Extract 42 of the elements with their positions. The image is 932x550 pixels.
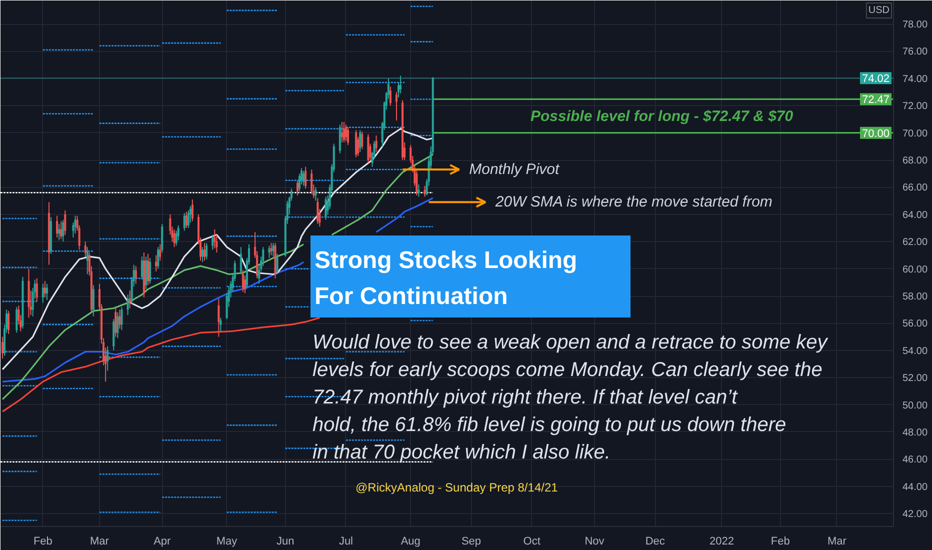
- y-tick-label: 66.00: [902, 182, 928, 194]
- y-tick-label: 52.00: [902, 373, 928, 384]
- y-tick-label: 46.00: [902, 454, 928, 466]
- y-tick-label: 68.00: [902, 156, 928, 167]
- y-tick-label: 58.00: [902, 292, 928, 302]
- ref-line-label: 74.02: [862, 73, 890, 86]
- data-label: 72.47: [862, 94, 890, 106]
- y-tick-label: 60.00: [902, 264, 928, 276]
- y-tick-label: 44.00: [902, 482, 928, 493]
- y-tick-label: 70.00: [902, 128, 928, 140]
- x-tick-label: Feb: [33, 536, 52, 548]
- y-axis-title: USD: [868, 5, 890, 16]
- x-tick-label: Mar: [827, 536, 847, 548]
- x-tick-label: Sep: [461, 536, 482, 548]
- y-tick-label: 50.00: [902, 400, 928, 412]
- annotation: Possible level for long - $72.47 & $70: [530, 108, 794, 125]
- annotation: 20W SMA is where the move started from: [494, 194, 772, 211]
- x-tick-label: Aug: [400, 536, 420, 548]
- x-tick-label: May: [216, 536, 238, 548]
- x-tick-label: Feb: [770, 536, 790, 548]
- x-tick-label: Jul: [338, 536, 354, 548]
- y-tick-label: 78.00: [902, 20, 928, 31]
- x-tick-label: Dec: [645, 536, 666, 548]
- y-tick-label: 76.00: [902, 46, 928, 58]
- y-tick-label: 56.00: [902, 318, 928, 330]
- annotation: Monthly Pivot: [469, 161, 560, 178]
- data-label: 70.00: [862, 128, 890, 140]
- x-tick-label: Nov: [584, 536, 605, 548]
- y-tick-label: 54.00: [902, 346, 928, 357]
- y-tick-label: 74.00: [902, 74, 928, 85]
- y-tick-label: 64.00: [902, 210, 928, 221]
- annotation: @RickyAnalog - Sunday Prep 8/14/21: [356, 480, 558, 494]
- text: Strong Stocks Looking For Continuation: [314, 247, 578, 310]
- x-tick-label: Jun: [276, 536, 294, 548]
- x-tick-label: Oct: [523, 536, 540, 548]
- y-tick-label: 72.00: [902, 101, 928, 112]
- y-tick-label: 48.00: [902, 427, 928, 438]
- y-tick-label: 42.00: [902, 509, 928, 520]
- x-tick-label: 2022: [710, 536, 734, 548]
- x-tick-label: Mar: [90, 536, 110, 548]
- y-tick-label: 62.00: [902, 237, 928, 248]
- x-tick-label: Apr: [154, 536, 172, 548]
